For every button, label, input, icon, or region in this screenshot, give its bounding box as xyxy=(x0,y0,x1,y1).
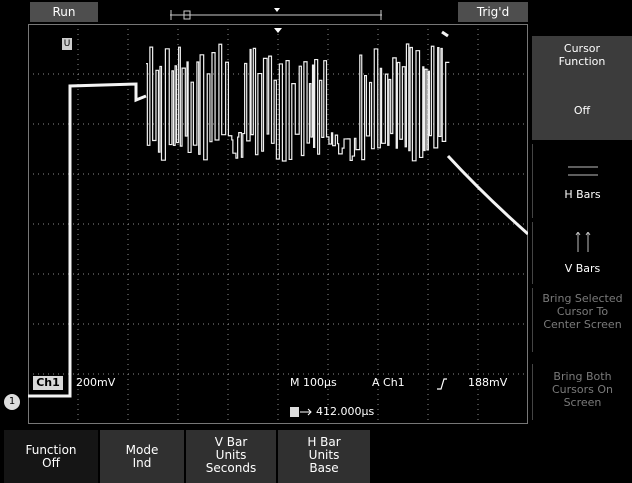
rising-edge-icon xyxy=(437,378,447,390)
mode-line1: Mode xyxy=(125,443,159,457)
h-bars-button[interactable]: H Bars xyxy=(532,144,632,218)
v-bars-button[interactable]: V Bars xyxy=(532,222,632,284)
graticule xyxy=(28,24,528,424)
acquisition-status: Run xyxy=(30,2,98,22)
cursor-function-off-button[interactable]: Off xyxy=(532,80,632,140)
channel-1-trace xyxy=(146,43,450,162)
waveform-display[interactable] xyxy=(28,24,528,424)
function-off-button[interactable]: Function Off xyxy=(4,430,98,483)
h-bar-line2: Units xyxy=(308,448,340,462)
channel-1-badge[interactable]: Ch1 xyxy=(33,376,63,390)
function-line2: Off xyxy=(42,456,60,470)
mode-ind-button[interactable]: Mode Ind xyxy=(100,430,184,483)
bring-both-cursors-button[interactable]: Bring Both Cursors On Screen xyxy=(532,364,632,420)
trigger-delay-icon xyxy=(290,407,312,417)
h-bar-line3: Base xyxy=(309,461,339,475)
v-bar-line2: Units xyxy=(215,448,247,462)
record-position-bar xyxy=(170,8,382,20)
v-bar-line3: Seconds xyxy=(205,461,257,475)
h-bars-label: H Bars xyxy=(564,188,601,201)
channel-1-ground-marker[interactable]: 1 xyxy=(4,394,20,410)
h-bar-line1: H Bar xyxy=(307,435,341,449)
trigger-position-icon xyxy=(274,28,282,33)
reference-marker: U xyxy=(62,38,72,50)
v-bar-units-button[interactable]: V Bar Units Seconds xyxy=(186,430,276,483)
trigger-status: Trig'd xyxy=(458,2,528,22)
channel-1-scale: 200mV xyxy=(76,376,116,389)
trigger-source-readout: A Ch1 xyxy=(372,376,405,389)
timebase-readout: M 100µs xyxy=(290,376,337,389)
cursor-function-value: Off xyxy=(573,104,591,117)
bring-selected-label: Bring Selected Cursor To Center Screen xyxy=(542,292,623,331)
cursor-function-title: Cursor Function xyxy=(532,36,632,80)
h-bars-icon xyxy=(568,166,598,176)
function-line1: Function xyxy=(25,443,77,457)
mode-line2: Ind xyxy=(132,456,152,470)
trigger-delay-readout: 412.000µs xyxy=(316,405,375,418)
bring-both-label: Bring Both Cursors On Screen xyxy=(551,370,613,409)
bottom-menu: Function Off Mode Ind V Bar Units Second… xyxy=(0,430,632,483)
side-menu: Cursor Function Off H Bars V Bars Bring … xyxy=(530,24,632,424)
v-bar-line1: V Bar xyxy=(214,435,248,449)
v-bars-icon xyxy=(575,232,591,252)
trigger-level-readout: 188mV xyxy=(468,376,508,389)
v-bars-label: V Bars xyxy=(564,262,601,275)
h-bar-units-button[interactable]: H Bar Units Base xyxy=(278,430,370,483)
cursor-function-label: Cursor Function xyxy=(558,42,606,68)
bring-selected-cursor-button[interactable]: Bring Selected Cursor To Center Screen xyxy=(532,288,632,352)
